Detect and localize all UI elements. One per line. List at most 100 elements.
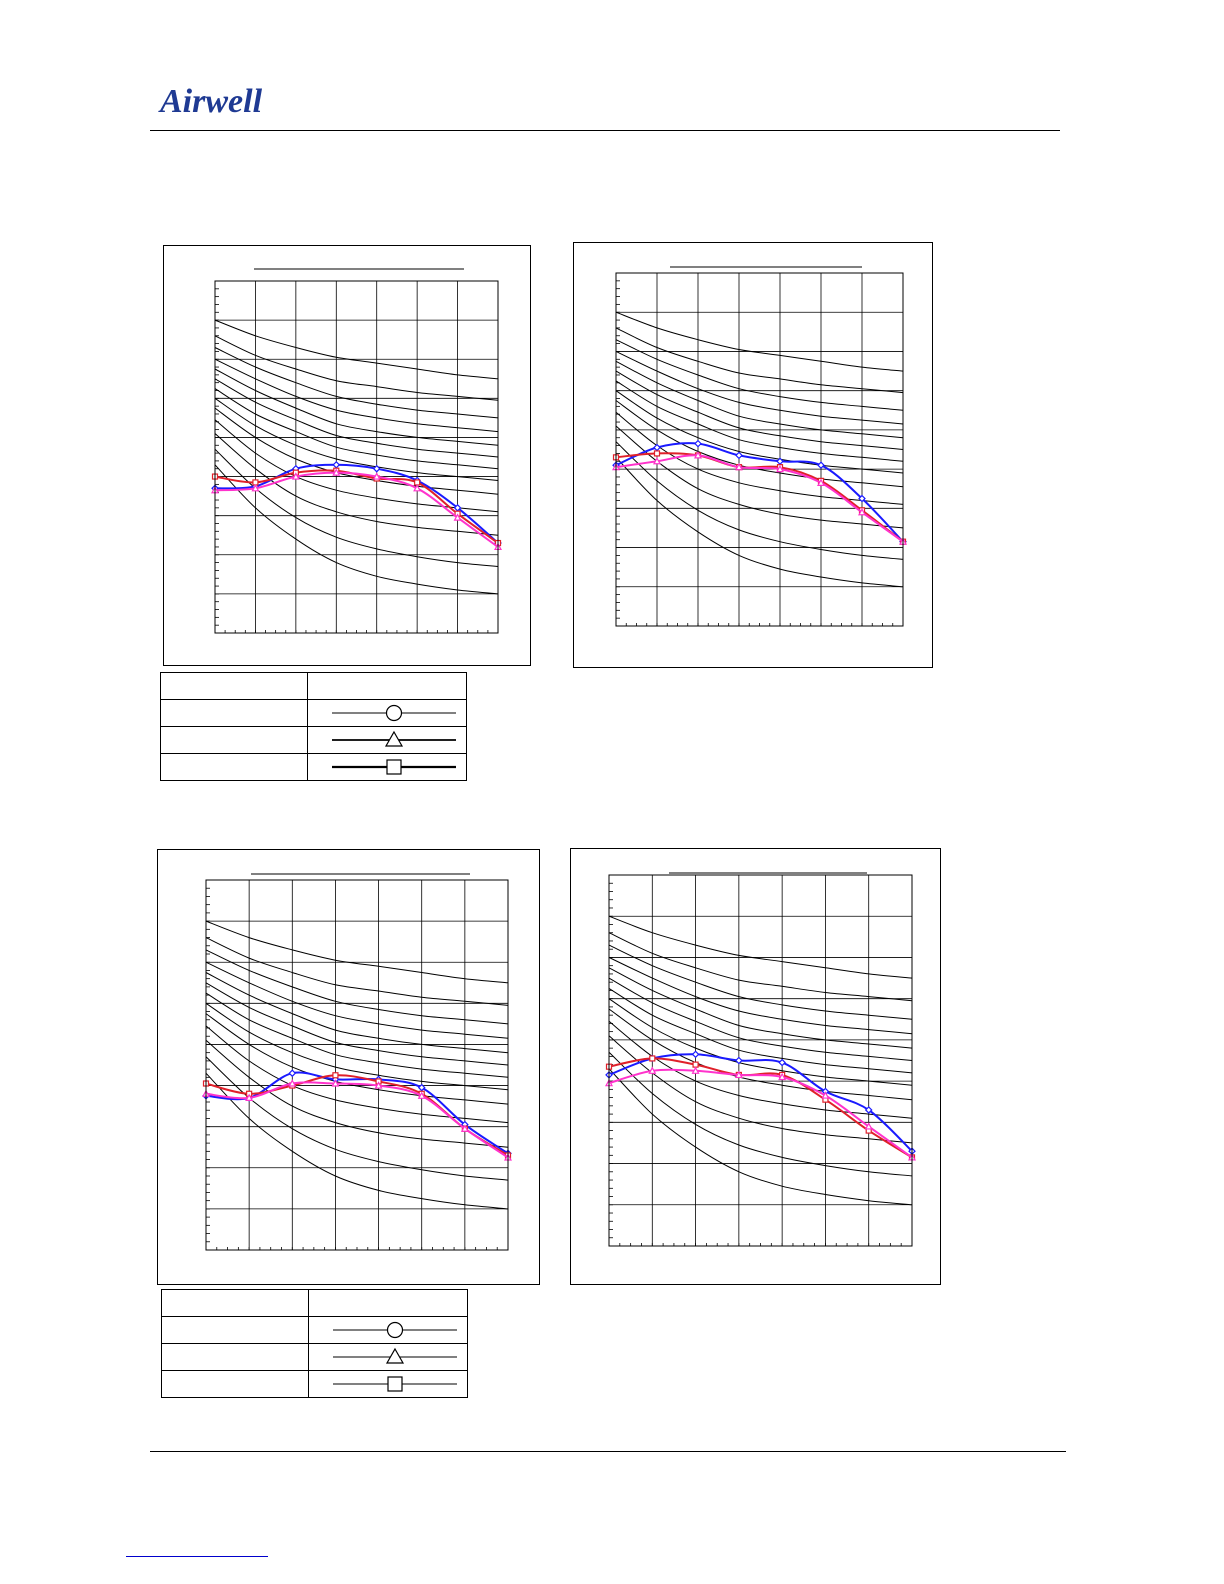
series-point-triangle xyxy=(291,472,300,480)
series-point-diamond xyxy=(691,1050,700,1059)
reference-curve xyxy=(214,368,499,446)
legend-header-label-cell xyxy=(160,672,308,700)
footer-link-underline[interactable] xyxy=(126,1556,268,1557)
reference-curve xyxy=(205,992,509,1078)
triangle-marker-icon xyxy=(333,1347,457,1364)
legend-symbol-cell xyxy=(308,1316,468,1344)
plot-frame xyxy=(205,879,509,1251)
reference-curve xyxy=(205,937,509,1006)
reference-curve xyxy=(205,1072,509,1210)
series-point-triangle xyxy=(413,484,422,492)
series-point-square xyxy=(332,1072,339,1079)
series-point-diamond xyxy=(653,443,661,452)
legend-label-cell xyxy=(160,699,308,727)
legend-row xyxy=(160,753,467,781)
series-point-triangle xyxy=(331,1079,340,1087)
reference-curve xyxy=(214,464,499,595)
legend-label-cell xyxy=(161,1343,309,1371)
series-point-diamond xyxy=(372,464,381,473)
series-point-triangle xyxy=(691,1066,700,1074)
series-point-triangle xyxy=(821,1091,830,1099)
legend-label-cell xyxy=(160,753,308,781)
series-point-diamond xyxy=(864,1106,873,1114)
legend-symbol-cell xyxy=(307,699,467,727)
chart-panel-2 xyxy=(573,242,933,668)
chart-1 xyxy=(210,268,503,634)
series-point-triangle xyxy=(857,508,867,516)
reference-curve xyxy=(615,390,904,474)
reference-curve xyxy=(205,920,509,984)
reference-curve xyxy=(608,1035,913,1144)
reference-curve xyxy=(615,370,904,450)
reference-curve xyxy=(205,1002,509,1091)
reference-curve xyxy=(214,358,499,433)
legend-symbol-cell xyxy=(308,1370,468,1398)
reference-curve xyxy=(205,982,509,1066)
reference-curve xyxy=(608,944,913,1020)
reference-curve xyxy=(615,311,904,372)
legend-row xyxy=(160,699,467,727)
reference-curve xyxy=(615,441,904,560)
series-point-triangle xyxy=(288,1079,297,1087)
reference-curve xyxy=(214,388,499,470)
chart-3 xyxy=(201,873,513,1251)
reference-curve xyxy=(608,1068,913,1206)
reference-curve xyxy=(608,956,913,1035)
legend-row xyxy=(160,726,467,754)
chart-2 xyxy=(611,266,908,627)
plot-frame xyxy=(608,874,913,1247)
reference-curve xyxy=(608,998,913,1086)
reference-curve xyxy=(615,360,904,439)
legend-row xyxy=(161,1370,468,1398)
series-line xyxy=(608,1057,913,1159)
series-point-triangle xyxy=(251,484,260,492)
reference-curve xyxy=(205,1013,509,1105)
legend-symbol-cell xyxy=(307,753,467,781)
airwell-logo-graphic: Airwell xyxy=(158,83,263,120)
chart-panel-4 xyxy=(570,848,941,1285)
legend-header-symbol-cell xyxy=(308,1289,468,1317)
chart-panel-1 xyxy=(163,245,531,666)
series-line xyxy=(608,1068,913,1159)
legend-row xyxy=(161,1343,468,1371)
reference-curve xyxy=(214,319,499,380)
series-point-triangle xyxy=(734,1070,743,1079)
series-line xyxy=(615,442,904,543)
series-point-diamond xyxy=(332,460,341,469)
legend-table-2 xyxy=(161,1289,468,1398)
legend-row xyxy=(161,1316,468,1344)
series-line xyxy=(214,463,499,544)
series-point-triangle xyxy=(734,462,744,471)
triangle-marker-icon xyxy=(332,730,456,747)
header-rule xyxy=(150,130,1060,131)
series-point-triangle xyxy=(693,451,703,459)
legend-header-row xyxy=(160,672,467,700)
series-point-triangle xyxy=(372,472,381,480)
series-line xyxy=(214,471,499,548)
circle-marker-icon xyxy=(332,704,456,722)
reference-curve xyxy=(214,397,499,481)
legend-table-1 xyxy=(160,672,467,781)
reference-curve xyxy=(615,400,904,488)
series-line xyxy=(615,454,904,543)
series-point-diamond xyxy=(817,461,825,470)
series-point-diamond xyxy=(858,494,866,503)
square-marker-icon xyxy=(332,759,456,775)
reference-curve xyxy=(205,1025,509,1124)
legend-label-cell xyxy=(161,1370,309,1398)
reference-curve xyxy=(205,1039,509,1148)
series-point-triangle xyxy=(775,464,785,473)
series-point-triangle xyxy=(374,1081,383,1089)
reference-curve xyxy=(205,972,509,1054)
series-point-triangle xyxy=(652,457,662,465)
series-point-triangle xyxy=(864,1122,873,1130)
reference-curve xyxy=(608,977,913,1061)
reference-curve xyxy=(205,949,509,1025)
series-point-diamond xyxy=(735,451,743,460)
reference-curve xyxy=(214,407,499,495)
reference-curve xyxy=(615,327,904,394)
series-point-triangle xyxy=(816,478,826,486)
reference-curve xyxy=(608,967,913,1049)
chart-4 xyxy=(604,872,917,1247)
chart-panel-3 xyxy=(157,849,540,1285)
